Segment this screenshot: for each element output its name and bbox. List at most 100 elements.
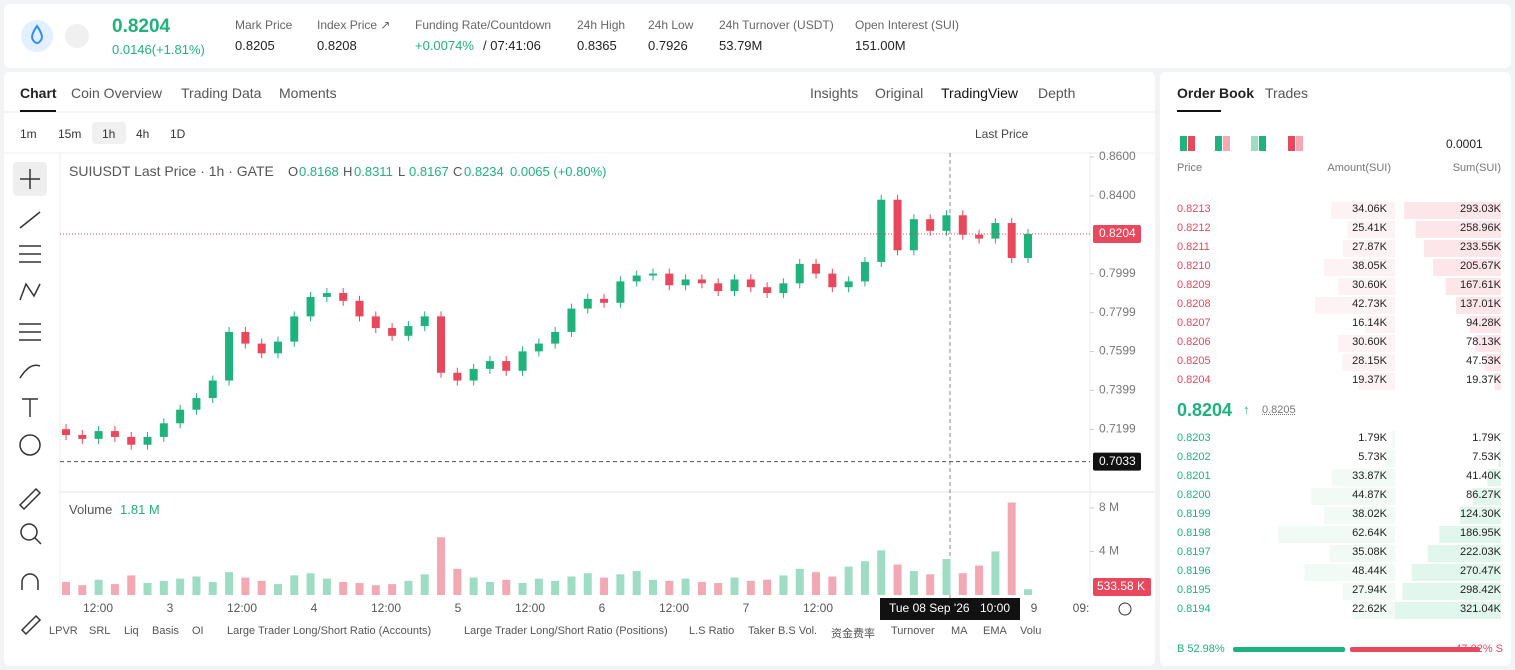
ob-amount: 30.60K	[1352, 336, 1387, 348]
view-tab[interactable]: TradingView	[941, 85, 1019, 101]
volume-bar	[763, 579, 772, 595]
stat-label: Open Interest (SUI)	[855, 18, 960, 32]
ob-sum: 233.55K	[1460, 241, 1501, 253]
depth-bar	[1475, 335, 1501, 352]
ob-tab[interactable]: Trades	[1265, 85, 1309, 101]
candle	[94, 431, 103, 439]
amount-bar	[1329, 545, 1395, 562]
candle	[534, 343, 543, 352]
interval[interactable]: 1h	[102, 127, 116, 141]
indicator[interactable]: EMA	[983, 625, 1007, 637]
amount-bar	[1323, 507, 1395, 524]
candle	[730, 279, 739, 292]
buy-ratio	[1233, 647, 1345, 652]
volume-bar	[453, 568, 462, 595]
vol-tag	[1093, 578, 1151, 596]
candle	[665, 273, 674, 286]
indicator[interactable]: Liq	[124, 625, 139, 637]
price-type[interactable]: Last Price	[975, 127, 1029, 141]
volume-bar	[1024, 589, 1032, 595]
indicator[interactable]: LPVR	[49, 625, 78, 637]
interval[interactable]: 1D	[170, 127, 186, 141]
volume-bar	[991, 551, 1000, 595]
indicator[interactable]: 资金费率	[831, 628, 875, 640]
ob-sum: 298.42K	[1460, 584, 1501, 596]
interval[interactable]: 1m	[20, 127, 37, 141]
indicator[interactable]: Turnover	[891, 625, 935, 637]
candle	[127, 436, 136, 445]
last-price-tag	[1093, 224, 1141, 243]
interval[interactable]: 4h	[136, 127, 150, 141]
ob-amount: 48.44K	[1352, 565, 1387, 577]
indicator[interactable]: Taker B.S Vol.	[748, 625, 818, 637]
candle	[926, 219, 935, 231]
amount-bar	[1277, 526, 1395, 543]
candle	[371, 316, 380, 329]
precision[interactable]: 0.0001	[1446, 137, 1483, 151]
chart-panel	[4, 72, 1155, 666]
candle	[502, 361, 511, 371]
amount-bar	[1347, 221, 1395, 238]
volume-bar	[94, 579, 103, 595]
indicator[interactable]: Large Trader Long/Short Ratio (Positions…	[464, 625, 668, 637]
stat-label: Mark Price	[235, 18, 293, 32]
ob-amount: 44.87K	[1352, 489, 1387, 501]
drawing-tools	[13, 162, 47, 636]
settings[interactable]	[1118, 602, 1132, 616]
candle	[616, 281, 625, 303]
ob-header: Price	[1177, 162, 1203, 174]
volume-bar	[502, 579, 511, 595]
candle	[404, 326, 413, 336]
indicator[interactable]: SRL	[89, 625, 111, 637]
candle	[714, 283, 723, 292]
depth-bar	[1404, 202, 1501, 219]
x-tick-label: 5	[455, 601, 462, 615]
ob-tab[interactable]: Order Book	[1177, 85, 1255, 101]
indicator[interactable]: MA	[951, 625, 968, 637]
candle	[991, 223, 1000, 239]
depth-bar	[1411, 564, 1501, 581]
chart-tab[interactable]: Coin Overview	[71, 85, 163, 101]
candle	[860, 261, 869, 282]
indicator[interactable]: L.S Ratio	[689, 625, 735, 637]
chart-tab[interactable]: Moments	[279, 85, 337, 101]
sui-logo	[31, 24, 43, 44]
view-tab[interactable]: Insights	[810, 85, 859, 101]
chart-tab[interactable]: Chart	[20, 85, 57, 101]
indicator[interactable]: OI	[192, 625, 204, 637]
ob-amount: 62.64K	[1352, 527, 1387, 539]
volume-bar	[322, 578, 331, 595]
ob-price: 0.8196	[1177, 565, 1211, 577]
indicator[interactable]: Large Trader Long/Short Ratio (Accounts)	[227, 625, 432, 637]
volume-bar	[534, 578, 543, 595]
ohlc-value: 0.8167	[409, 164, 449, 179]
ob-sum: 41.40K	[1466, 470, 1501, 482]
view-tab[interactable]: Depth	[1038, 85, 1076, 101]
volume-bar	[127, 575, 136, 595]
ob-price: 0.8207	[1177, 317, 1211, 329]
ob-sum: 137.01K	[1460, 298, 1501, 310]
cross-hour: 10:00	[980, 601, 1010, 615]
candle	[763, 287, 772, 294]
last-price-label: 0.8204	[1099, 226, 1136, 240]
ob-view-icon	[1288, 136, 1295, 151]
ob-view-icon	[1188, 136, 1195, 151]
depth-bar	[1402, 583, 1501, 600]
volume-bar	[665, 580, 674, 595]
indicator[interactable]: Basis	[152, 625, 179, 637]
indicator[interactable]: Volu	[1020, 625, 1042, 637]
candle	[159, 423, 168, 437]
ob-sum: 19.37K	[1466, 374, 1501, 386]
candle	[958, 215, 967, 235]
ob-price: 0.8200	[1177, 489, 1211, 501]
view-tab[interactable]: Original	[875, 85, 924, 101]
volume-bar	[616, 574, 625, 595]
depth-bar	[1427, 545, 1501, 562]
favorite[interactable]	[65, 24, 89, 48]
volume-bar	[159, 580, 168, 595]
y-tick-label: 0.7799	[1099, 305, 1136, 319]
interval[interactable]: 15m	[58, 127, 82, 141]
volume-bar	[681, 578, 690, 595]
ob-price: 0.8204	[1177, 374, 1211, 386]
chart-tab[interactable]: Trading Data	[181, 85, 262, 101]
